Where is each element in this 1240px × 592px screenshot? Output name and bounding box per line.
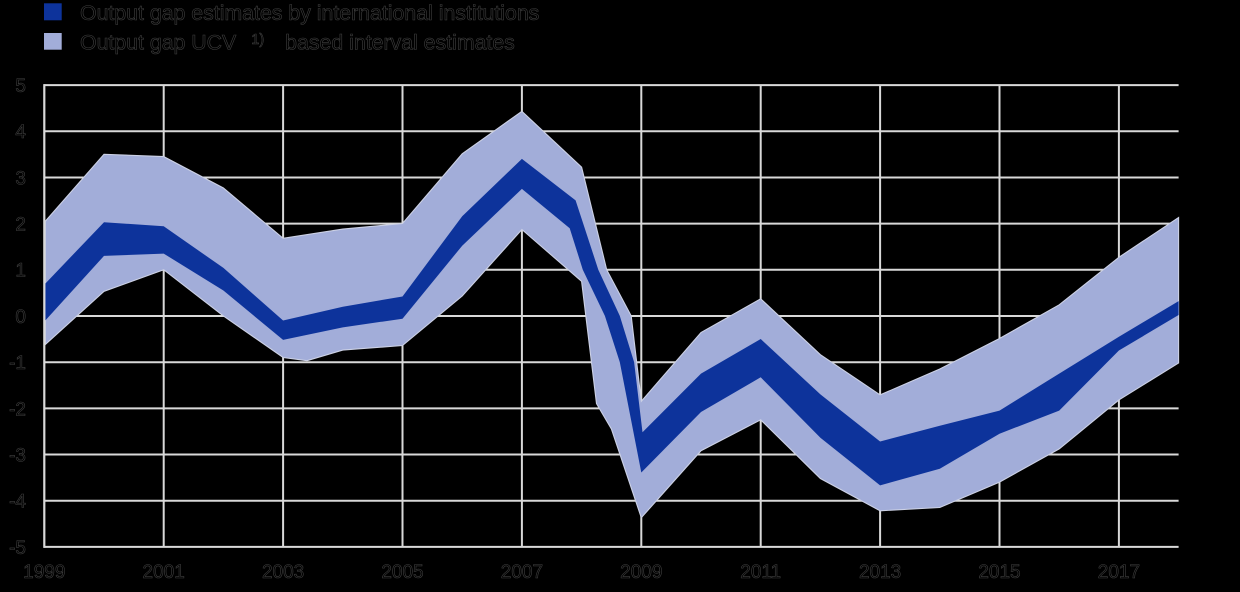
svg-text:1: 1: [15, 261, 26, 282]
svg-text:-5: -5: [9, 538, 26, 559]
svg-text:2013: 2013: [859, 562, 901, 583]
svg-text:-4: -4: [9, 492, 26, 513]
svg-text:4: 4: [15, 122, 26, 143]
svg-text:0: 0: [15, 307, 26, 328]
svg-text:2001: 2001: [143, 562, 185, 583]
svg-text:2011: 2011: [740, 562, 781, 583]
svg-text:2007: 2007: [501, 562, 543, 583]
svg-text:-1: -1: [9, 353, 26, 374]
svg-text:2: 2: [15, 215, 26, 236]
svg-text:3: 3: [15, 168, 26, 189]
svg-text:2005: 2005: [381, 562, 423, 583]
svg-text:2017: 2017: [1098, 562, 1140, 583]
svg-text:2015: 2015: [978, 562, 1020, 583]
svg-text:5: 5: [15, 76, 26, 97]
svg-text:2009: 2009: [620, 562, 662, 583]
svg-text:-3: -3: [9, 445, 26, 466]
svg-text:-2: -2: [9, 399, 26, 420]
svg-text:1999: 1999: [23, 562, 65, 583]
svg-text:2003: 2003: [262, 562, 304, 583]
svg-text:Output gap estimates by intern: Output gap estimates by international in…: [80, 1, 539, 25]
